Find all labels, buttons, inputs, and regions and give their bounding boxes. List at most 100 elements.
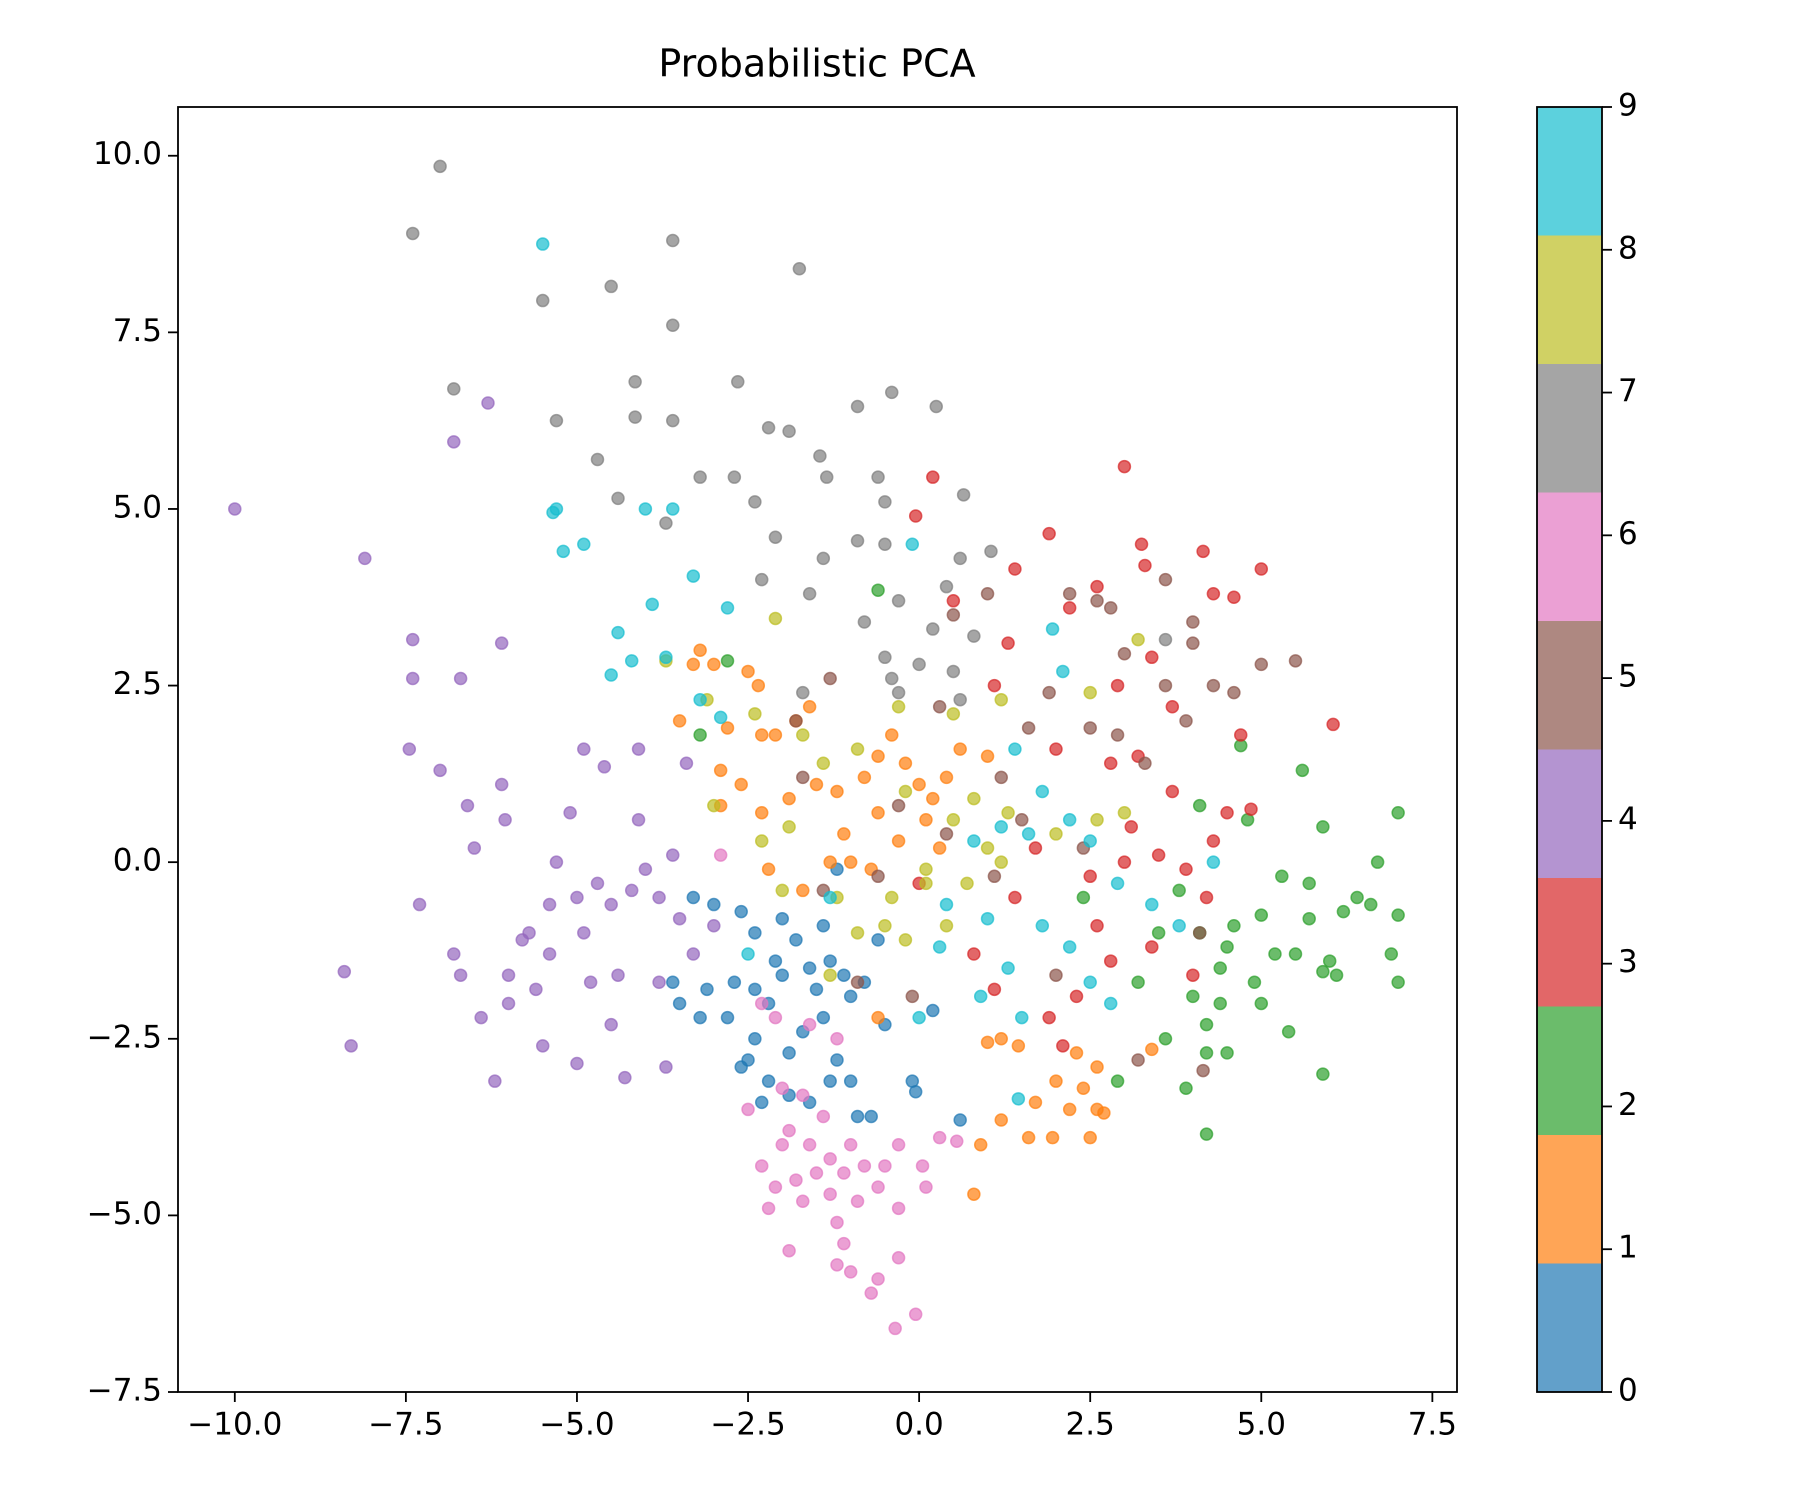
point	[796, 770, 810, 785]
point	[1165, 700, 1180, 714]
point	[912, 657, 926, 672]
point	[891, 594, 906, 608]
point	[666, 233, 680, 248]
point	[402, 742, 417, 756]
point	[405, 226, 420, 241]
point	[761, 862, 776, 876]
y-tick-label: −2.5	[87, 1019, 162, 1055]
point	[1049, 827, 1063, 841]
series	[535, 237, 1221, 1106]
point	[816, 1010, 831, 1025]
point	[754, 834, 769, 848]
point	[891, 685, 906, 700]
point	[994, 1113, 1008, 1127]
point	[871, 869, 885, 884]
point	[987, 869, 1002, 884]
point	[1110, 1074, 1125, 1088]
point	[1254, 657, 1269, 672]
point	[447, 435, 461, 449]
point	[816, 919, 831, 933]
point	[967, 834, 981, 848]
y-tick-label: 0.0	[113, 843, 162, 879]
point	[1011, 1092, 1026, 1106]
point	[686, 947, 701, 961]
point	[1090, 594, 1104, 608]
point	[1186, 636, 1200, 650]
point	[672, 714, 687, 728]
point	[980, 911, 995, 926]
point	[1179, 1081, 1193, 1095]
point	[967, 1187, 981, 1201]
point	[1234, 728, 1248, 742]
point	[864, 1109, 878, 1124]
point	[1158, 678, 1173, 693]
point	[453, 671, 468, 686]
point	[950, 1134, 964, 1148]
point	[1145, 940, 1159, 954]
point	[915, 1159, 930, 1173]
colorbar-band	[1537, 621, 1602, 750]
point	[1008, 890, 1022, 905]
x-tick-label: 2.5	[1066, 1407, 1115, 1443]
point	[1370, 855, 1385, 869]
point	[1254, 562, 1269, 576]
point	[871, 933, 885, 947]
point	[1035, 784, 1050, 799]
point	[748, 1032, 762, 1046]
point	[707, 657, 721, 672]
point	[1288, 947, 1303, 961]
point	[782, 1123, 796, 1138]
point	[1076, 890, 1091, 905]
point	[929, 399, 943, 414]
x-tick-label: −7.5	[368, 1407, 443, 1443]
point	[775, 968, 790, 982]
point	[1316, 964, 1330, 979]
point	[1172, 919, 1186, 933]
point	[686, 569, 701, 583]
point	[967, 791, 981, 806]
point	[946, 608, 961, 622]
point	[908, 1307, 923, 1322]
point	[501, 996, 516, 1011]
colorbar-tick-label: 2	[1618, 1087, 1638, 1123]
point	[1326, 717, 1340, 732]
point	[1268, 947, 1282, 961]
x-tick-label: 0.0	[894, 1407, 943, 1443]
point	[1056, 664, 1070, 679]
point	[809, 982, 824, 997]
point	[748, 707, 762, 721]
point	[433, 763, 447, 778]
point	[1062, 601, 1077, 615]
point	[1008, 742, 1022, 756]
point	[1275, 869, 1289, 884]
colorbar-band	[1537, 749, 1602, 878]
point	[666, 413, 680, 428]
point	[1151, 848, 1166, 862]
point	[590, 452, 605, 467]
point	[337, 964, 352, 979]
point	[1056, 1039, 1070, 1053]
point	[672, 911, 687, 926]
point	[761, 1201, 776, 1216]
point	[1015, 813, 1029, 827]
point	[932, 700, 947, 714]
point	[1117, 855, 1132, 869]
point	[741, 1102, 755, 1117]
series	[666, 862, 967, 1127]
point	[707, 919, 721, 933]
point	[1151, 926, 1166, 940]
point	[1062, 813, 1077, 827]
point	[973, 1137, 988, 1152]
point	[1138, 558, 1152, 573]
point	[1206, 855, 1221, 869]
point	[1083, 975, 1097, 990]
y-tick-label: 2.5	[113, 666, 162, 702]
point	[830, 784, 844, 799]
point	[871, 583, 885, 597]
point	[666, 975, 680, 990]
point	[1199, 1127, 1214, 1141]
point	[1028, 841, 1043, 855]
point	[994, 770, 1008, 785]
chart-title: Probabilistic PCA	[658, 42, 975, 86]
colorbar-band	[1537, 235, 1602, 364]
